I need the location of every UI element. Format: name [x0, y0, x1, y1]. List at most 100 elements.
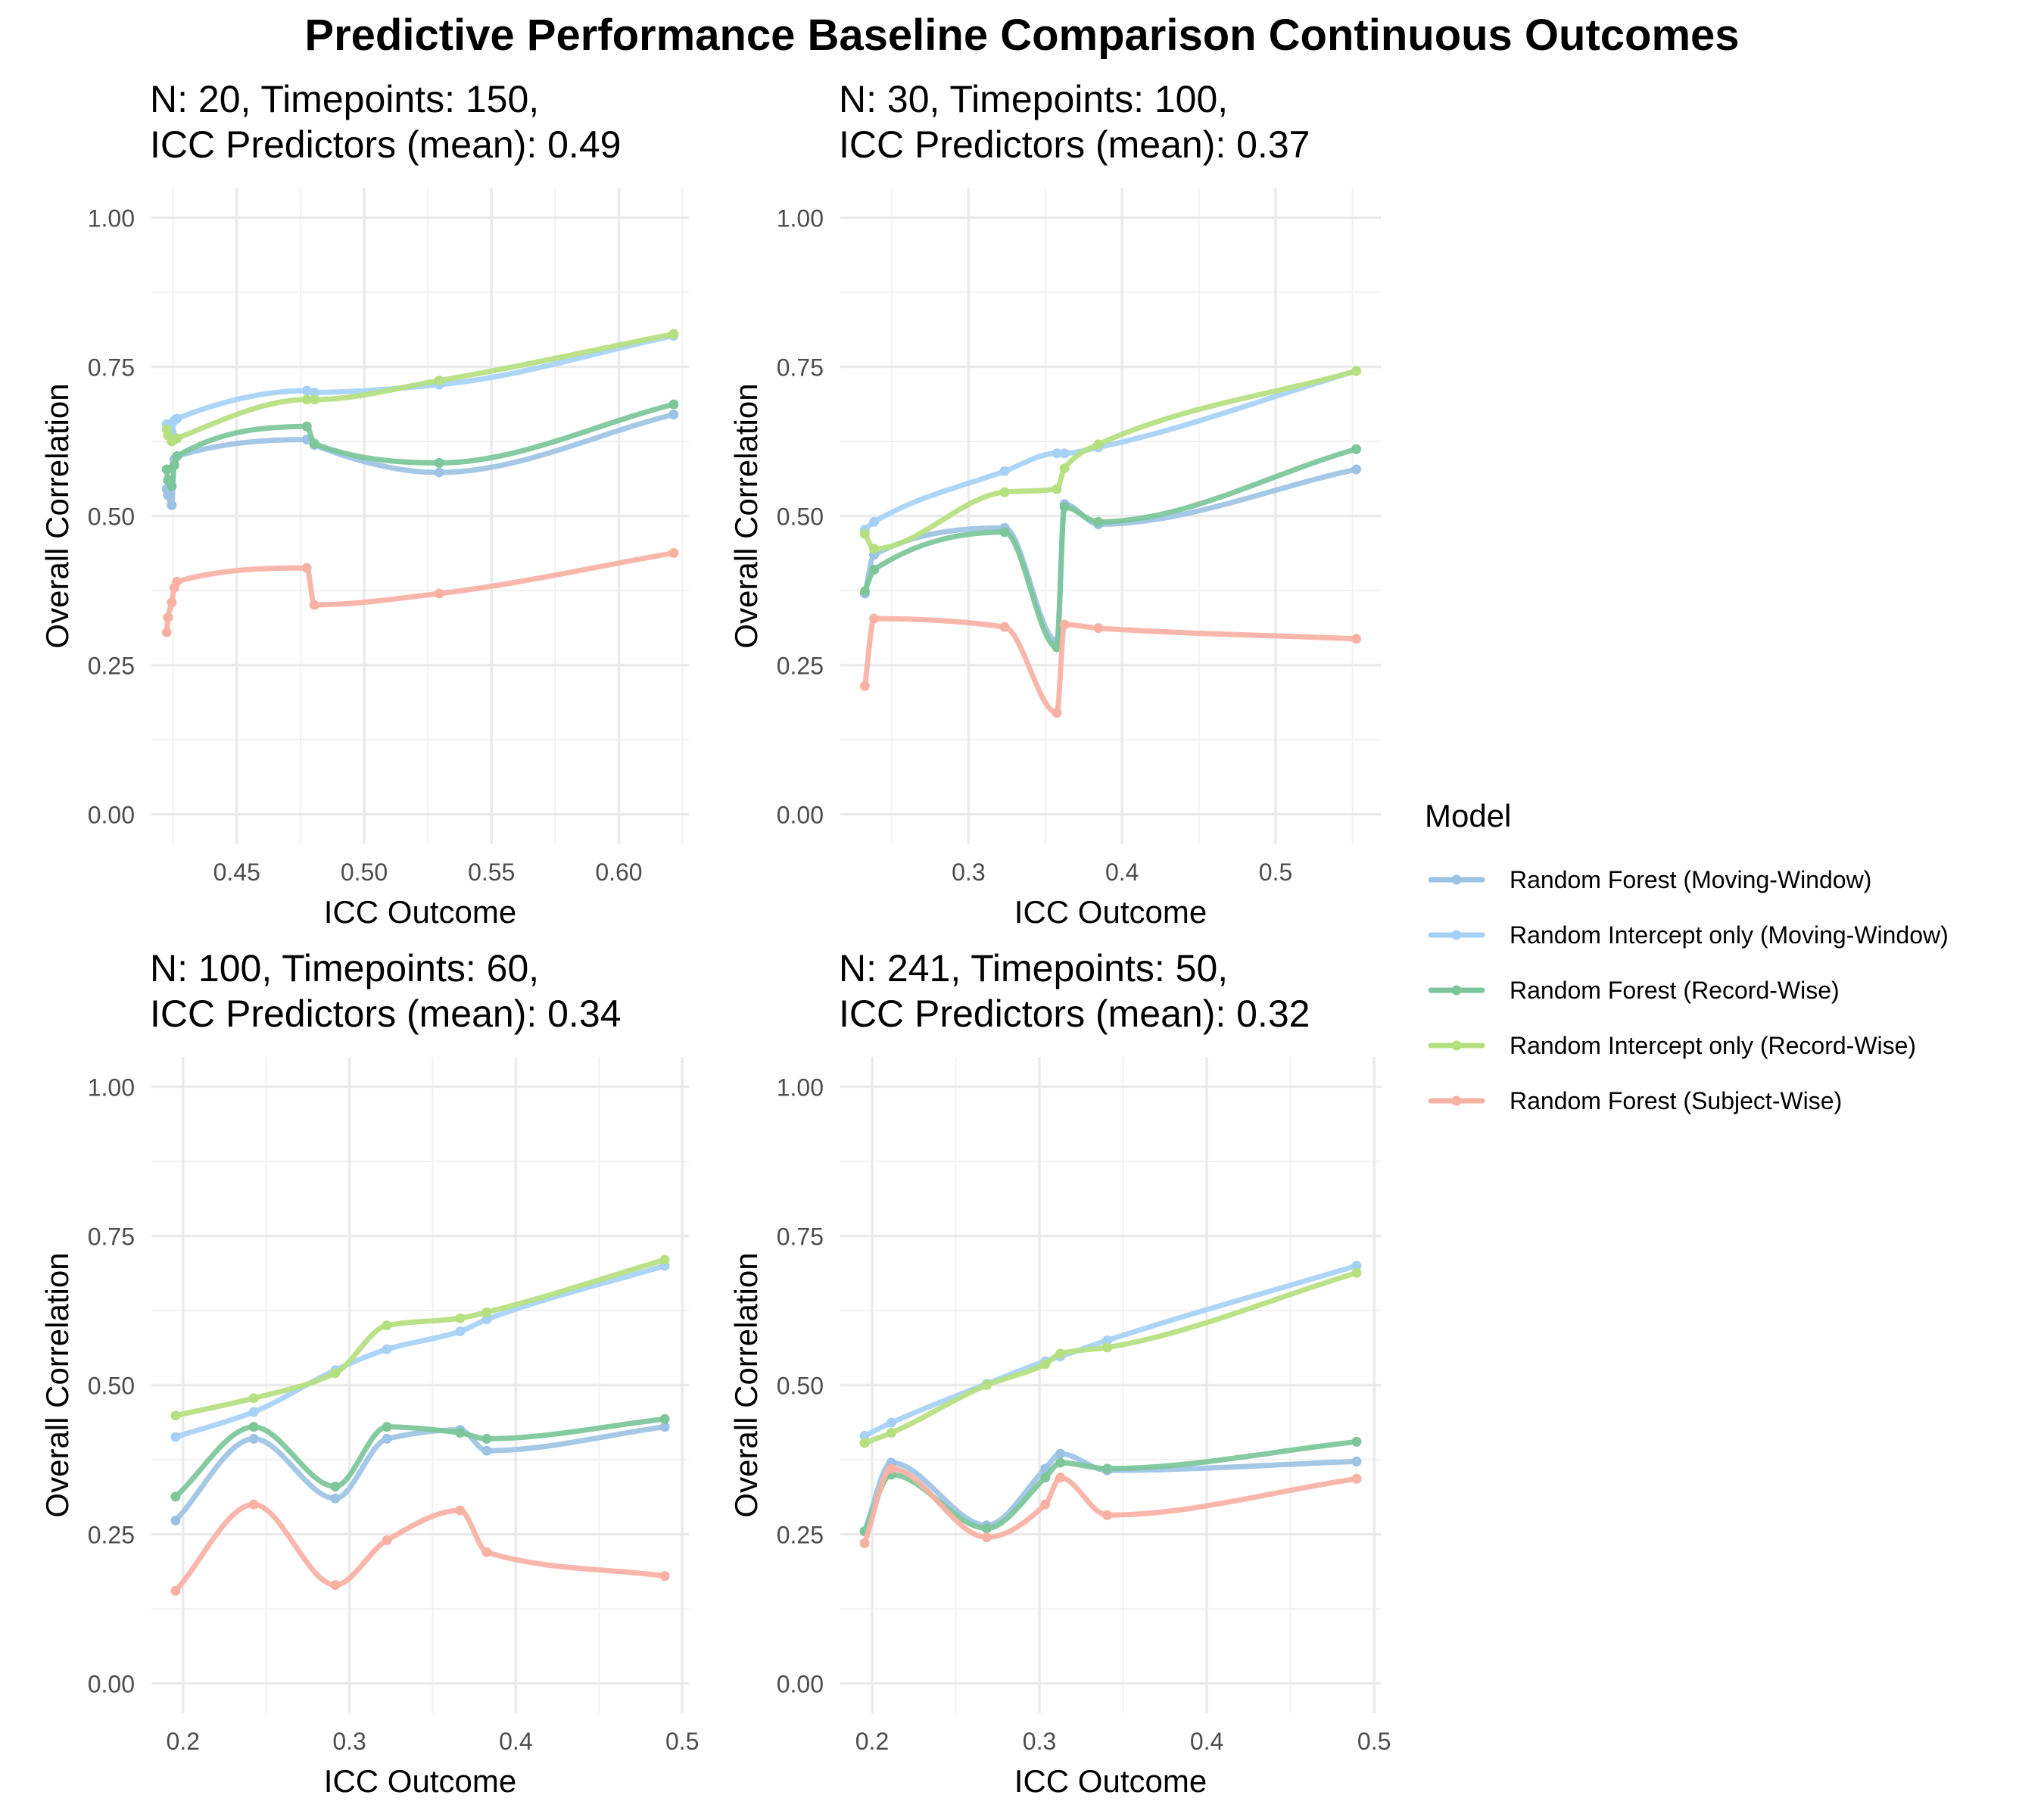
series-line-3 [173, 1416, 668, 1500]
data-point [886, 1417, 896, 1428]
legend-label: Random Forest (Moving-Window) [1510, 866, 1871, 893]
data-point [659, 1422, 670, 1432]
data-point [167, 500, 177, 510]
data-point [172, 433, 182, 444]
chart-title: Predictive Performance Baseline Comparis… [304, 11, 1739, 60]
gridlines [840, 1057, 1381, 1713]
data-point [886, 1428, 896, 1438]
data-point [170, 1410, 181, 1421]
data-point [668, 399, 679, 410]
data-point [170, 1585, 181, 1596]
data-point [309, 438, 319, 449]
data-point [301, 421, 312, 432]
y-tick-label: 0.25 [777, 1522, 824, 1549]
data-point [330, 1368, 341, 1379]
y-tick-label: 0.75 [777, 354, 824, 381]
y-axis-title: Overall Correlation [39, 1252, 75, 1517]
data-point [434, 457, 444, 468]
y-tick-label: 0.50 [777, 503, 824, 531]
series-line-3 [862, 446, 1359, 650]
legend-key-point [1451, 874, 1462, 885]
data-point [248, 1422, 259, 1432]
data-point [1351, 1261, 1362, 1271]
x-tick-label: 0.3 [332, 1728, 366, 1755]
data-point [434, 588, 444, 599]
data-point [1351, 634, 1362, 644]
y-axis-title: Overall Correlation [728, 1252, 764, 1517]
y-tick-label: 0.25 [777, 653, 824, 680]
panel-title-line2: ICC Predictors (mean): 0.34 [150, 993, 621, 1035]
y-tick-label: 0.50 [88, 503, 135, 531]
data-point [1040, 1499, 1051, 1510]
data-point [869, 564, 880, 575]
data-point [434, 467, 444, 478]
data-point [668, 329, 679, 339]
data-point [161, 627, 172, 637]
x-axis-title: ICC Outcome [1014, 1763, 1207, 1799]
y-tick-label: 0.50 [88, 1373, 135, 1400]
data-point [172, 451, 182, 462]
data-point [1093, 439, 1104, 450]
y-axis-title: Overall Correlation [39, 383, 75, 648]
legend-key-point [1451, 985, 1462, 996]
data-point [309, 600, 319, 610]
data-point [1351, 464, 1362, 475]
x-tick-label: 0.5 [665, 1728, 699, 1755]
data-point [859, 1438, 870, 1448]
data-point [170, 1491, 181, 1502]
series-line-5 [164, 550, 677, 635]
data-point [455, 1313, 466, 1323]
x-tick-label: 0.45 [213, 859, 260, 886]
data-point [169, 460, 179, 471]
data-point [330, 1580, 341, 1591]
data-point [659, 1413, 670, 1424]
data-point [1093, 516, 1104, 527]
legend-key-point [1451, 1095, 1462, 1106]
y-tick-label: 1.00 [88, 204, 135, 232]
data-point [981, 1523, 992, 1534]
data-point [1102, 1510, 1113, 1520]
data-point [330, 1493, 341, 1504]
panel-title-line2: ICC Predictors (mean): 0.32 [839, 993, 1310, 1035]
panel-3: 0.00 0.25 0.50 0.75 1.00 0.2 0.3 0.4 0.5 ICC Outc… [39, 947, 699, 1799]
data-point [170, 1515, 181, 1526]
y-tick-label: 0.25 [88, 1522, 135, 1549]
data-point [1351, 1436, 1362, 1447]
panel-1: 0.00 0.25 0.50 0.75 1.00 0.45 0.50 0.55 0.60 ICC … [39, 78, 689, 930]
data-point [455, 1326, 466, 1337]
data-point [301, 563, 312, 573]
x-tick-label: 0.5 [1357, 1728, 1391, 1755]
data-point [981, 1532, 992, 1542]
panel-4: 0.00 0.25 0.50 0.75 1.00 0.2 0.3 0.4 0.5 ICC Outc… [728, 947, 1391, 1799]
panel-title-line1: N: 241, Timepoints: 50, [839, 947, 1228, 990]
y-tick-label: 1.00 [777, 204, 824, 232]
data-point [869, 516, 880, 527]
data-point [886, 1463, 896, 1474]
data-point [1055, 1448, 1066, 1459]
data-point [859, 528, 870, 539]
x-tick-label: 0.50 [341, 859, 388, 886]
data-point [1055, 1473, 1066, 1483]
data-point [382, 1344, 392, 1354]
data-point [167, 481, 177, 491]
data-point [1351, 444, 1362, 454]
data-point [1052, 484, 1062, 494]
series-line-5 [173, 1501, 668, 1594]
data-point [481, 1445, 492, 1456]
data-point [859, 1430, 870, 1441]
y-tick-label: 0.75 [777, 1223, 824, 1250]
legend: Model Random Forest (Moving-Window)Rando… [1425, 798, 1949, 1114]
legend-title: Model [1425, 798, 1511, 834]
x-tick-label: 0.60 [595, 859, 642, 886]
data-point [172, 413, 182, 424]
data-point [481, 1314, 492, 1325]
data-point [248, 1393, 259, 1404]
y-tick-label: 1.00 [777, 1074, 824, 1101]
y-axis-title: Overall Correlation [728, 383, 764, 648]
y-tick-label: 0.25 [88, 653, 135, 680]
data-point [999, 527, 1010, 538]
data-point [382, 1422, 392, 1432]
data-point [301, 394, 312, 405]
